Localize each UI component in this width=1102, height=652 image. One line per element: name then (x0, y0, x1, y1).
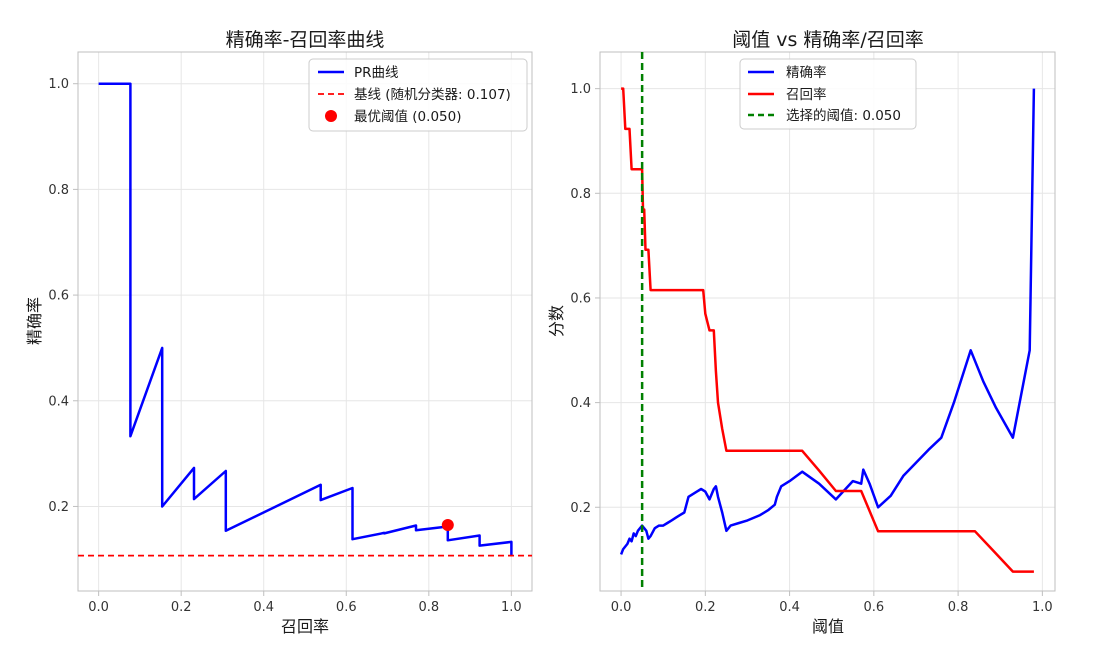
threshold-x-tick-label-0: 0.0 (611, 600, 632, 615)
pr-x-tick-label-4: 0.8 (418, 600, 439, 615)
pr-x-tick-label-3: 0.6 (336, 600, 357, 615)
threshold-chart-title: 阈值 vs 精确率/召回率 (732, 29, 924, 51)
pr-y-tick-label-2: 0.6 (48, 289, 69, 304)
pr-y-tick-label-1: 0.4 (48, 394, 69, 409)
pr-x-axis-label: 召回率 (281, 617, 329, 636)
pr-legend-label-curve: PR曲线 (354, 65, 399, 81)
threshold-x-tick-label-3: 0.6 (863, 600, 884, 615)
threshold-x-tick-label-1: 0.2 (695, 600, 716, 615)
threshold-grid (600, 52, 1055, 591)
pr-series-0-line (98, 82, 513, 556)
threshold-ticks: 0.0 0.2 0.4 0.6 0.8 1.0 0.2 0.4 0.6 0.8 1.0 (570, 82, 1052, 615)
threshold-legend-label-precision: 精确率 (786, 64, 827, 81)
threshold-legend: 精确率 召回率 选择的阈值: 0.050 (739, 58, 917, 130)
threshold-x-axis-label: 阈值 (812, 617, 844, 636)
pr-x-tick-label-0: 0.0 (88, 600, 109, 615)
threshold-y-tick-label-0: 0.2 (570, 501, 591, 516)
pr-y-tick-label-3: 0.8 (48, 183, 69, 198)
threshold-y-axis-label: 分数 (547, 305, 566, 337)
threshold-x-tick-label-2: 0.4 (779, 600, 800, 615)
pr-y-tick-label-4: 1.0 (48, 77, 69, 92)
pr-curve-panel: 0.0 0.2 0.4 0.6 0.8 1.0 0.2 0.4 0.6 0.8 1.0 精确率-召回… (25, 29, 533, 636)
threshold-y-tick-label-2: 0.6 (570, 291, 591, 306)
pr-plot-frame (77, 51, 533, 592)
threshold-y-tick-label-4: 1.0 (570, 82, 591, 97)
pr-y-axis-label: 精确率 (25, 297, 44, 345)
pr-marks (78, 82, 532, 557)
threshold-y-tick-label-1: 0.4 (570, 396, 591, 411)
pr-legend-label-baseline: 基线 (随机分类器: 0.107) (354, 86, 511, 103)
threshold-y-tick-label-3: 0.8 (570, 187, 591, 202)
threshold-marks (619, 52, 1036, 591)
pr-x-tick-label-1: 0.2 (171, 600, 192, 615)
threshold-plot-frame (599, 51, 1056, 592)
threshold-x-tick-label-5: 1.0 (1032, 600, 1053, 615)
threshold-panel: 0.0 0.2 0.4 0.6 0.8 1.0 0.2 0.4 0.6 0.8 1.0 阈值 vs … (547, 29, 1056, 636)
threshold-series-0-line (619, 88, 1036, 555)
pr-chart-title: 精确率-召回率曲线 (226, 29, 385, 51)
pr-x-tick-label-2: 0.4 (253, 600, 274, 615)
pr-legend-label-optimal: 最优阈值 (0.050) (354, 109, 461, 125)
threshold-x-tick-label-4: 0.8 (948, 600, 969, 615)
pr-y-tick-label-0: 0.2 (48, 500, 69, 515)
pr-ticks: 0.0 0.2 0.4 0.6 0.8 1.0 0.2 0.4 0.6 0.8 1.0 (48, 77, 521, 615)
threshold-series-1-line (621, 87, 1034, 573)
pr-legend-box (308, 58, 528, 132)
threshold-legend-label-selected: 选择的阈值: 0.050 (786, 108, 901, 124)
threshold-legend-label-recall: 召回率 (786, 86, 827, 103)
pr-series-2-optimal-point (441, 518, 454, 531)
pr-legend: PR曲线 基线 (随机分类器: 0.107) 最优阈值 (0.050) (308, 58, 528, 132)
pr-x-tick-label-5: 1.0 (501, 600, 522, 615)
pr-legend-swatch-optimal (325, 110, 337, 122)
threshold-legend-box (739, 58, 917, 130)
pr-grid (78, 52, 532, 591)
